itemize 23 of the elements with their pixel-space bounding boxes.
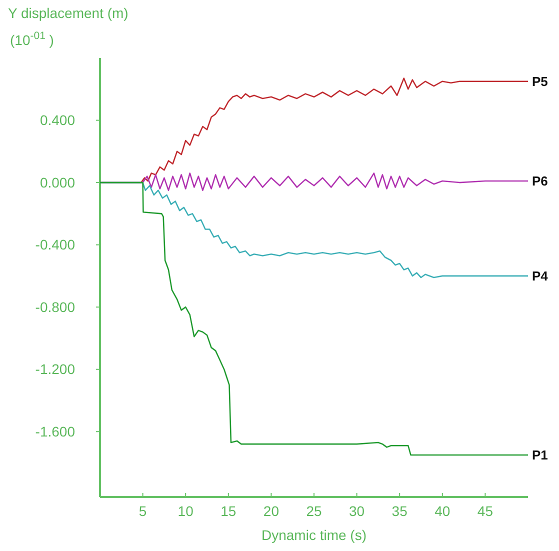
x-tick-label: 45: [477, 503, 494, 519]
x-tick-label: 25: [306, 503, 322, 519]
x-tick-label: 35: [392, 503, 408, 519]
x-tick-label: 15: [220, 503, 236, 519]
series-label: P5: [532, 74, 548, 89]
x-axis-title: Dynamic time (s): [261, 527, 367, 543]
y-tick-label: -0.400: [35, 236, 76, 253]
y-tick-label: -0.800: [35, 298, 76, 315]
y-axis-title: Y displacement (m): [8, 5, 128, 21]
x-tick-label: 5: [138, 503, 147, 519]
y-tick-label: 0.000: [40, 174, 76, 190]
y-tick-label: -1.200: [35, 361, 76, 378]
y-tick-label: -1.600: [35, 424, 76, 440]
x-tick-label: 30: [349, 503, 365, 519]
x-tick-label: 10: [178, 503, 194, 519]
text: (10$^{-01}$ ): [10, 30, 54, 48]
series-label: P4: [532, 268, 549, 284]
y-tick-label: 0.400: [40, 112, 76, 128]
line-series: [99, 182, 529, 456]
series-label: P1: [532, 448, 548, 463]
x-tick-label: 20: [263, 503, 280, 519]
series-label: P6: [532, 174, 548, 189]
x-tick-label: 40: [434, 503, 450, 519]
